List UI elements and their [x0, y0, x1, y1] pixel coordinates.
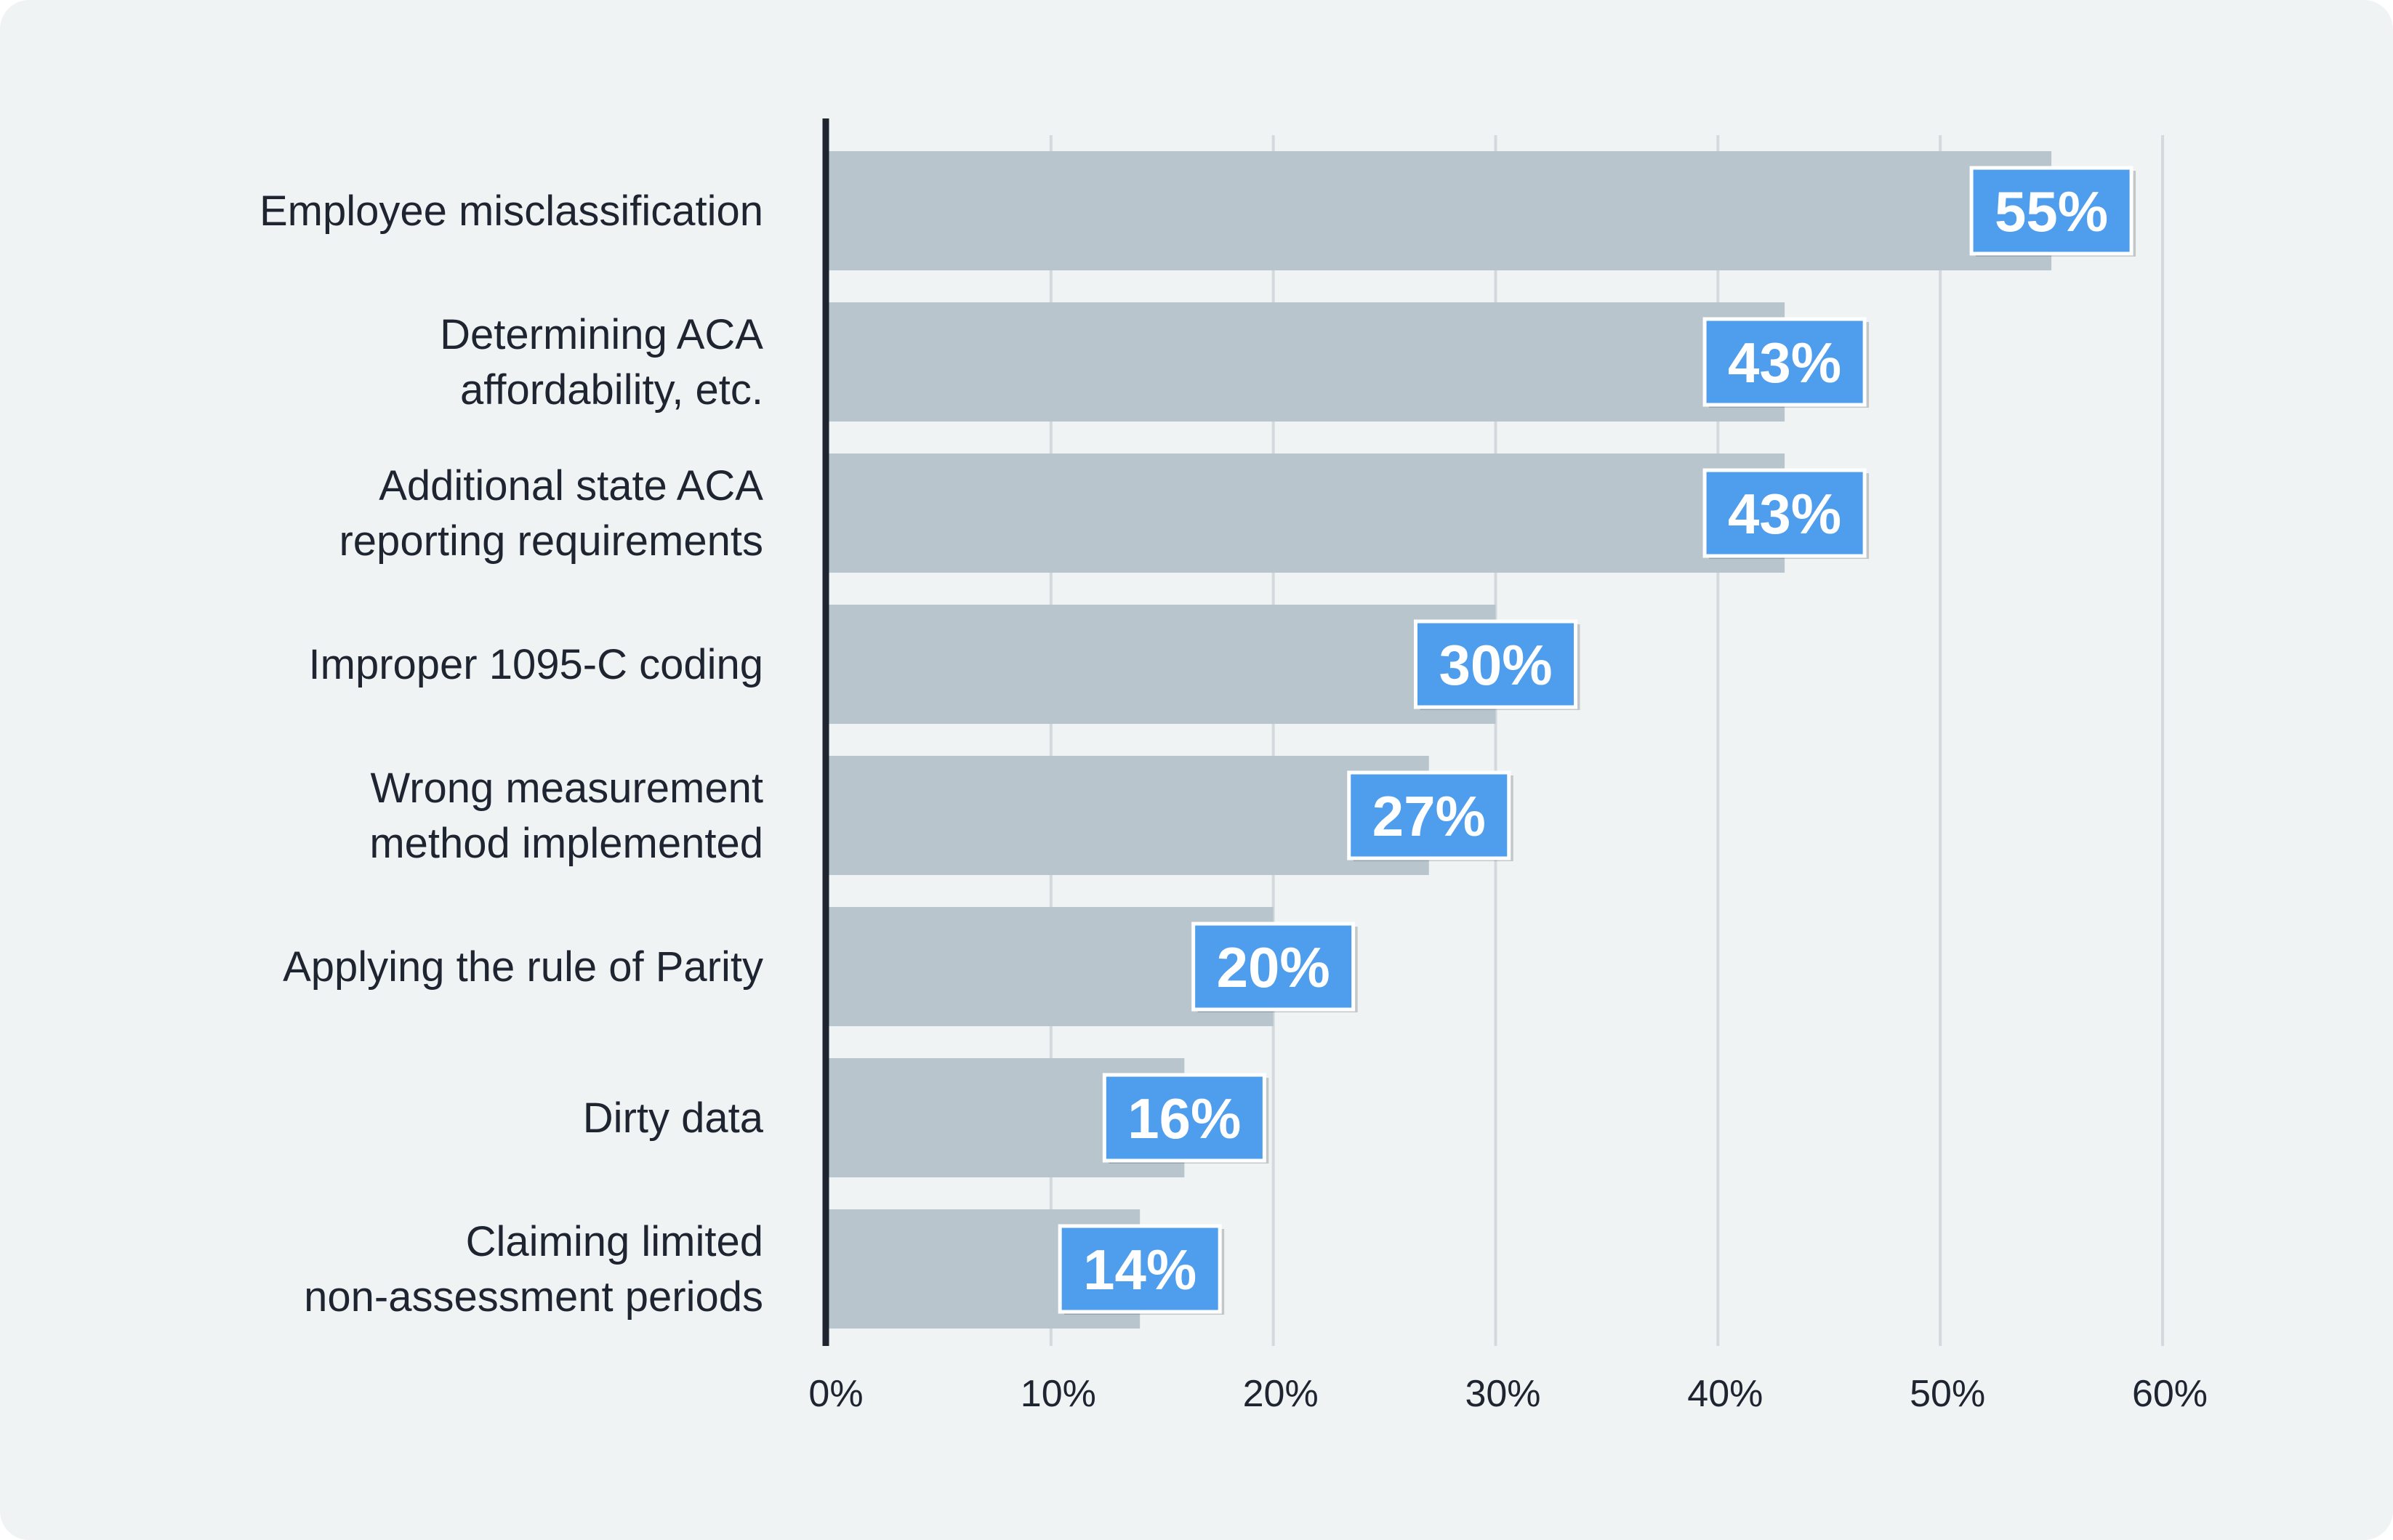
- value-label-box-1: [1702, 317, 1867, 407]
- bar-2: [829, 453, 1785, 573]
- value-label-0: 55%: [1995, 180, 2108, 243]
- x-tick-label-20: 20%: [1243, 1373, 1319, 1415]
- category-label-2-line-0: Additional state ACA: [379, 462, 763, 509]
- value-label-box-4: [1347, 770, 1511, 860]
- value-label-7: 14%: [1083, 1238, 1196, 1302]
- category-labels: Employee misclassification Determining AC…: [260, 188, 764, 1321]
- bars: [829, 151, 2052, 1329]
- category-label-7-line-1: non-assessment periods: [304, 1273, 763, 1321]
- value-label-4: 27%: [1372, 784, 1486, 848]
- x-tick-label-0: 0%: [808, 1373, 863, 1415]
- category-label-4-line-1: method implemented: [369, 820, 763, 867]
- category-label-7-line-0: Claiming limited: [466, 1218, 763, 1265]
- value-label-1: 43%: [1728, 331, 1841, 395]
- x-tick-label-30: 30%: [1465, 1373, 1540, 1415]
- category-label-3-line-0: Improper 1095-C coding: [309, 641, 763, 688]
- bar-4: [829, 756, 1429, 875]
- value-label-6: 16%: [1127, 1087, 1241, 1150]
- bar-0: [829, 151, 2052, 270]
- x-tick-labels: 0% 10% 20% 30% 40% 50% 60%: [808, 1373, 2208, 1415]
- value-label-box-3: [1414, 619, 1577, 709]
- category-label-2-line-1: reporting requirements: [339, 517, 763, 565]
- category-label-4-line-0: Wrong measurement: [371, 765, 764, 812]
- value-label-box-7: [1058, 1224, 1222, 1314]
- category-label-1-line-0: Determining ACA: [440, 311, 763, 358]
- x-tick-label-10: 10%: [1021, 1373, 1096, 1415]
- bar-1: [829, 302, 1785, 422]
- category-label-6-line-0: Dirty data: [583, 1094, 764, 1142]
- value-label-5: 20%: [1217, 935, 1330, 999]
- bar-3: [829, 605, 1496, 724]
- category-label-1-line-1: affordability, etc.: [460, 366, 763, 414]
- value-labels: 55% 43% 43% 30% 27% 20% 16% 14%: [1058, 166, 2136, 1315]
- value-label-box-5: [1191, 922, 1356, 1012]
- value-label-box-6: [1102, 1073, 1266, 1163]
- x-tick-label-50: 50%: [1910, 1373, 1985, 1415]
- x-tick-label-60: 60%: [2132, 1373, 2208, 1415]
- category-label-0-line-0: Employee misclassification: [260, 188, 763, 235]
- value-label-box-2: [1702, 468, 1867, 558]
- value-label-2: 43%: [1728, 482, 1841, 546]
- value-label-box-0: [1969, 166, 2133, 256]
- value-label-3: 30%: [1439, 633, 1552, 697]
- x-tick-label-40: 40%: [1687, 1373, 1763, 1415]
- category-label-5-line-0: Applying the rule of Parity: [283, 943, 763, 991]
